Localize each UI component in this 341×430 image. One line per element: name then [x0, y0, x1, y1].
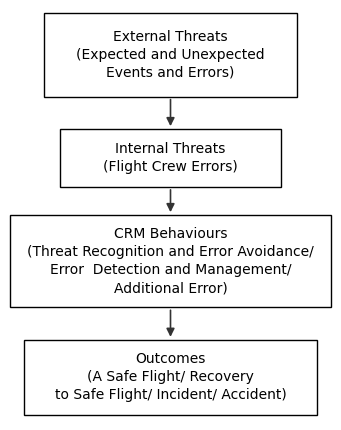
FancyBboxPatch shape [44, 13, 297, 97]
Text: CRM Behaviours
(Threat Recognition and Error Avoidance/
Error  Detection and Man: CRM Behaviours (Threat Recognition and E… [27, 227, 314, 295]
Text: Outcomes
(A Safe Flight/ Recovery
to Safe Flight/ Incident/ Accident): Outcomes (A Safe Flight/ Recovery to Saf… [55, 353, 286, 402]
FancyBboxPatch shape [10, 215, 331, 307]
Text: External Threats
(Expected and Unexpected
Events and Errors): External Threats (Expected and Unexpecte… [76, 30, 265, 80]
FancyBboxPatch shape [60, 129, 281, 187]
FancyBboxPatch shape [24, 340, 317, 415]
Text: Internal Threats
(Flight Crew Errors): Internal Threats (Flight Crew Errors) [103, 142, 238, 174]
